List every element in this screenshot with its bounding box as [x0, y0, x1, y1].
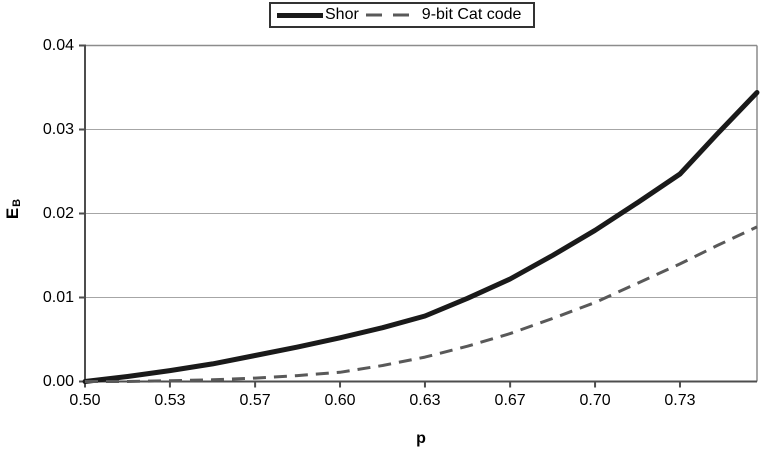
- y-tick-label: 0.02: [42, 204, 74, 222]
- y-axis-title: E B: [3, 198, 23, 220]
- x-tick-label: 0.57: [239, 392, 271, 409]
- x-tick-label: 0.50: [69, 392, 101, 409]
- x-tick-label: 0.70: [579, 392, 611, 409]
- x-tick-label: 0.67: [494, 392, 526, 409]
- y-tick-label: 0.00: [42, 372, 74, 390]
- x-tick-label: 0.60: [324, 392, 356, 409]
- legend-line-swatch-cat-code: [365, 13, 420, 17]
- legend-label-shor: Shor: [325, 6, 359, 23]
- x-tick-label: 0.53: [154, 392, 186, 409]
- x-tick-label: 0.73: [664, 392, 696, 409]
- legend: Shor 9-bit Cat code: [269, 2, 536, 28]
- series-line-9-bit-cat-code: [85, 225, 758, 383]
- legend-line-swatch-shor: [277, 12, 323, 18]
- x-tick-label: 0.63: [409, 392, 441, 409]
- y-tick-label: 0.04: [42, 36, 74, 54]
- y-tick-label: 0.03: [42, 120, 74, 138]
- y-tick-label: 0.01: [42, 288, 74, 306]
- x-axis-title: p: [416, 430, 426, 447]
- legend-label-cat-code: 9-bit Cat code: [421, 6, 522, 23]
- series-line-shor: [82, 90, 760, 384]
